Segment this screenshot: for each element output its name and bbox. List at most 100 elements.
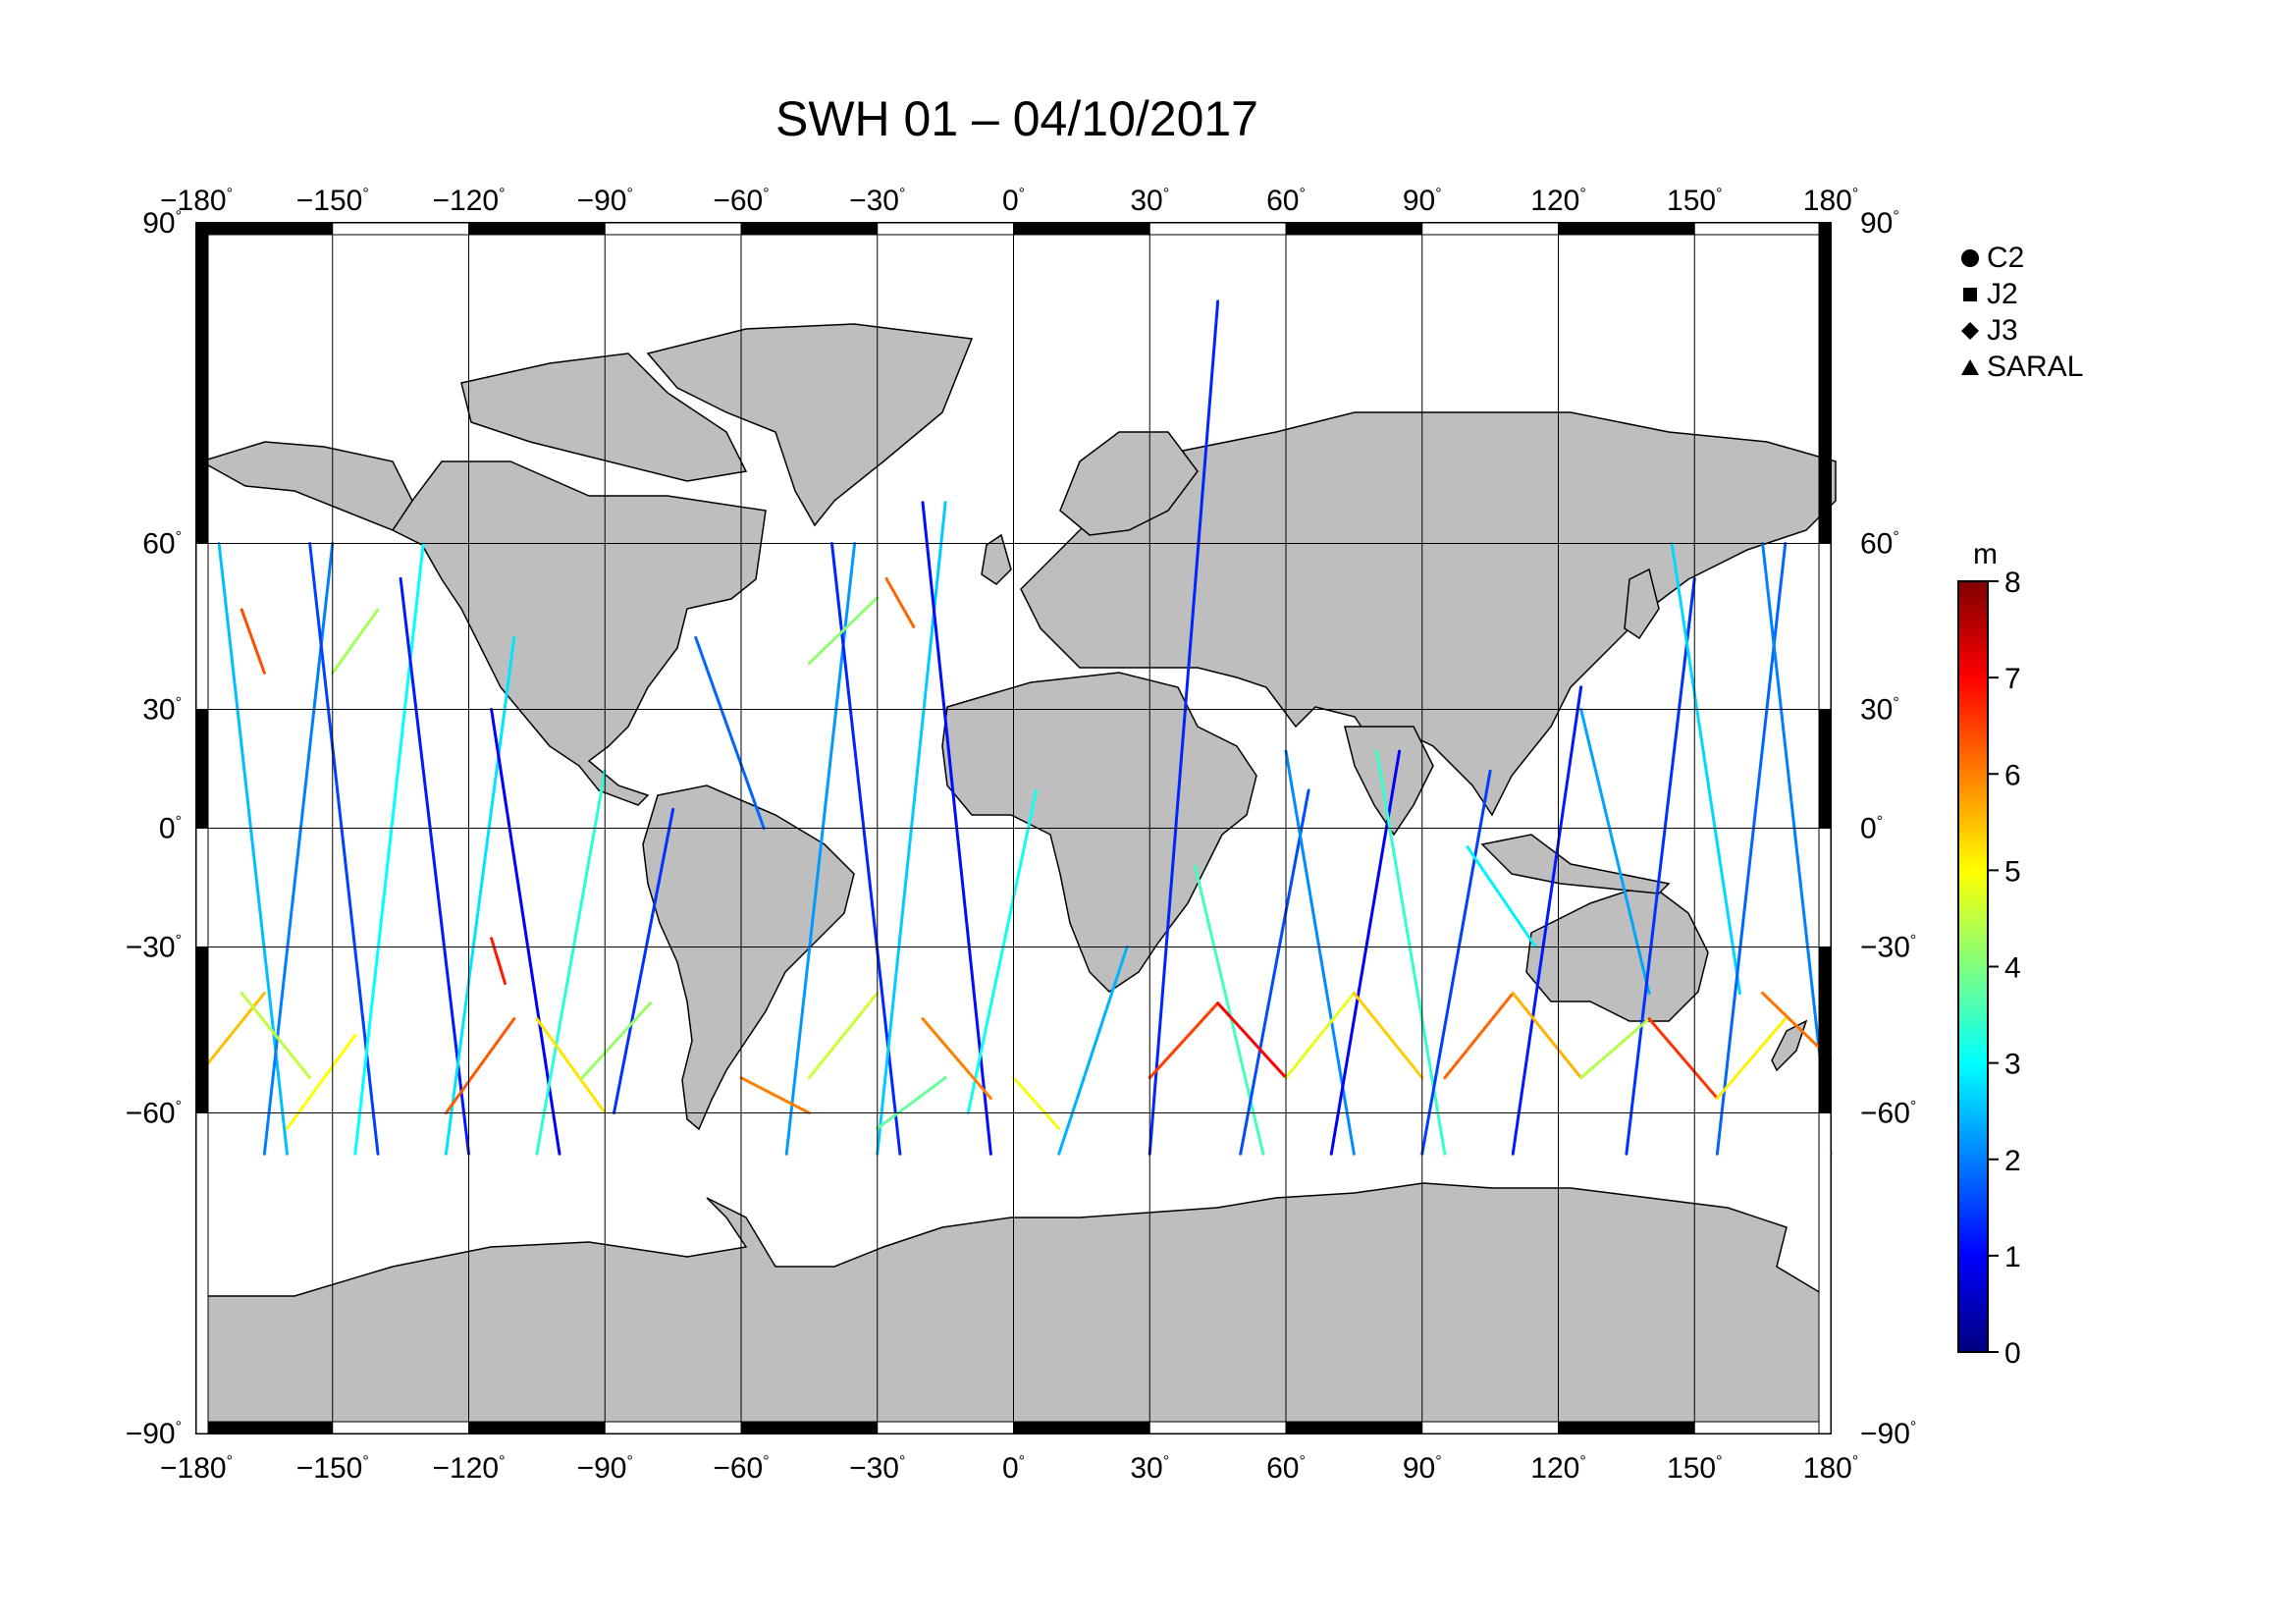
track-segment	[966, 788, 1039, 1115]
land-new-zealand	[1771, 1019, 1808, 1072]
track-segment	[1715, 1017, 1788, 1101]
frame-bar-top	[1421, 222, 1559, 236]
frame-bar-bottom	[195, 1421, 334, 1434]
track-segment	[331, 608, 380, 675]
track-segment	[1579, 708, 1651, 996]
map-title: SWH 01 – 04/10/2017	[775, 91, 1258, 146]
latitude-tick-label: −60°	[1860, 1098, 1916, 1130]
track-segment	[1352, 992, 1424, 1080]
frame-bar-left	[195, 709, 209, 829]
track-segment	[1466, 845, 1537, 948]
longitude-tick-label: −90°	[577, 185, 633, 217]
latitude-tick-label: 0°	[159, 813, 182, 845]
track-segment	[1511, 992, 1583, 1080]
track-segment	[1239, 788, 1310, 1156]
track-segment	[1216, 1001, 1288, 1080]
land-indonesia	[1480, 834, 1671, 894]
frame-bar-top	[468, 222, 606, 236]
longitude-tick-label: 30°	[1130, 1452, 1169, 1485]
legend-item-c2: C2	[1953, 240, 2083, 276]
track-segment	[694, 635, 766, 830]
longitude-tick-label: −150°	[296, 1452, 369, 1485]
colorbar-tick-label: 2	[2004, 1145, 2021, 1177]
land-alaska	[199, 441, 413, 531]
map-frame-bars	[195, 222, 1832, 1434]
frame-bar-top	[195, 222, 334, 236]
longitude-tick-label: 90°	[1403, 185, 1442, 217]
track-segment	[217, 541, 289, 1156]
latitude-tick-label: 60°	[142, 527, 182, 560]
frame-bar-bottom	[1013, 1421, 1150, 1434]
diamond-marker-icon	[1953, 321, 1987, 341]
track-segment	[490, 708, 561, 1156]
frame-bar-bottom	[1148, 1421, 1287, 1434]
latitude-tick-label: −30°	[126, 931, 182, 963]
frame-bar-bottom	[332, 1421, 469, 1434]
track-segment	[1579, 1017, 1651, 1080]
legend-label: C2	[1987, 242, 2025, 274]
track-segment	[535, 769, 607, 1156]
longitude-tick-label: 60°	[1266, 1452, 1306, 1485]
frame-bar-top	[740, 222, 879, 236]
track-segment	[876, 1076, 947, 1130]
longitude-tick-label: 180°	[1803, 1452, 1858, 1485]
frame-bar-top	[332, 222, 469, 236]
colorbar-tick-label: 1	[2004, 1241, 2021, 1273]
track-segment	[807, 596, 880, 665]
latitude-tick-label: 0°	[1860, 813, 1883, 845]
legend-label: J2	[1987, 278, 2018, 310]
axis-tick-labels: −180° −180° −150° −150° −120° −120° −90° −90° −6…	[126, 185, 1917, 1485]
latitude-tick-label: 90°	[142, 207, 182, 240]
longitude-tick-label: 120°	[1530, 185, 1585, 217]
colorbar	[1957, 580, 1989, 1353]
latitude-tick-label: −90°	[126, 1418, 182, 1450]
frame-bar-top	[1148, 222, 1287, 236]
longitude-tick-label: 60°	[1266, 185, 1306, 217]
track-segment	[830, 541, 902, 1156]
frame-bar-top	[604, 222, 742, 236]
frame-bar-bottom	[604, 1421, 742, 1434]
track-segment	[613, 807, 675, 1115]
track-segment	[739, 1076, 811, 1115]
land-scandinavia	[1059, 431, 1199, 536]
track-segment	[1057, 945, 1129, 1156]
satellite-legend: C2 J2 J3 SARAL	[1953, 240, 2083, 385]
track-segment	[921, 1017, 992, 1101]
track-segment	[240, 992, 312, 1080]
latitude-tick-label: −30°	[1860, 931, 1916, 963]
frame-bar-top	[877, 222, 1014, 236]
frame-bar-right	[1818, 542, 1832, 711]
legend-label: J3	[1987, 314, 2018, 347]
longitude-tick-label: 150°	[1667, 1452, 1722, 1485]
longitude-tick-label: 150°	[1667, 185, 1722, 217]
land-uk	[981, 533, 1012, 585]
frame-bar-bottom	[740, 1421, 879, 1434]
frame-bar-left	[195, 222, 209, 544]
triangle-marker-icon	[1953, 357, 1987, 377]
latitude-tick-label: 30°	[142, 694, 182, 727]
frame-bar-bottom	[1558, 1421, 1695, 1434]
frame-bar-top	[1558, 222, 1695, 236]
frame-bar-right	[1818, 828, 1832, 947]
track-segment	[353, 541, 425, 1156]
land-south-america	[642, 784, 855, 1131]
track-segment	[884, 576, 916, 628]
land-layer	[195, 323, 1837, 1434]
track-segment	[1284, 992, 1356, 1080]
latitude-tick-label: −90°	[1860, 1418, 1916, 1450]
track-segment	[240, 608, 266, 675]
longitude-tick-label: −180°	[160, 185, 233, 217]
track-segment	[535, 1017, 607, 1115]
longitude-tick-label: 0°	[1002, 1452, 1025, 1485]
track-segment	[444, 1017, 516, 1115]
track-segment	[1329, 749, 1402, 1156]
frame-bar-bottom	[1285, 1421, 1423, 1434]
longitude-tick-label: −60°	[713, 185, 769, 217]
longitude-tick-label: −120°	[433, 185, 506, 217]
frame-bar-right	[1818, 222, 1832, 544]
track-segment	[807, 992, 880, 1080]
track-segment	[1511, 685, 1583, 1156]
circle-marker-icon	[1953, 248, 1987, 268]
longitude-tick-label: 30°	[1130, 185, 1169, 217]
track-segment	[1647, 1017, 1719, 1101]
